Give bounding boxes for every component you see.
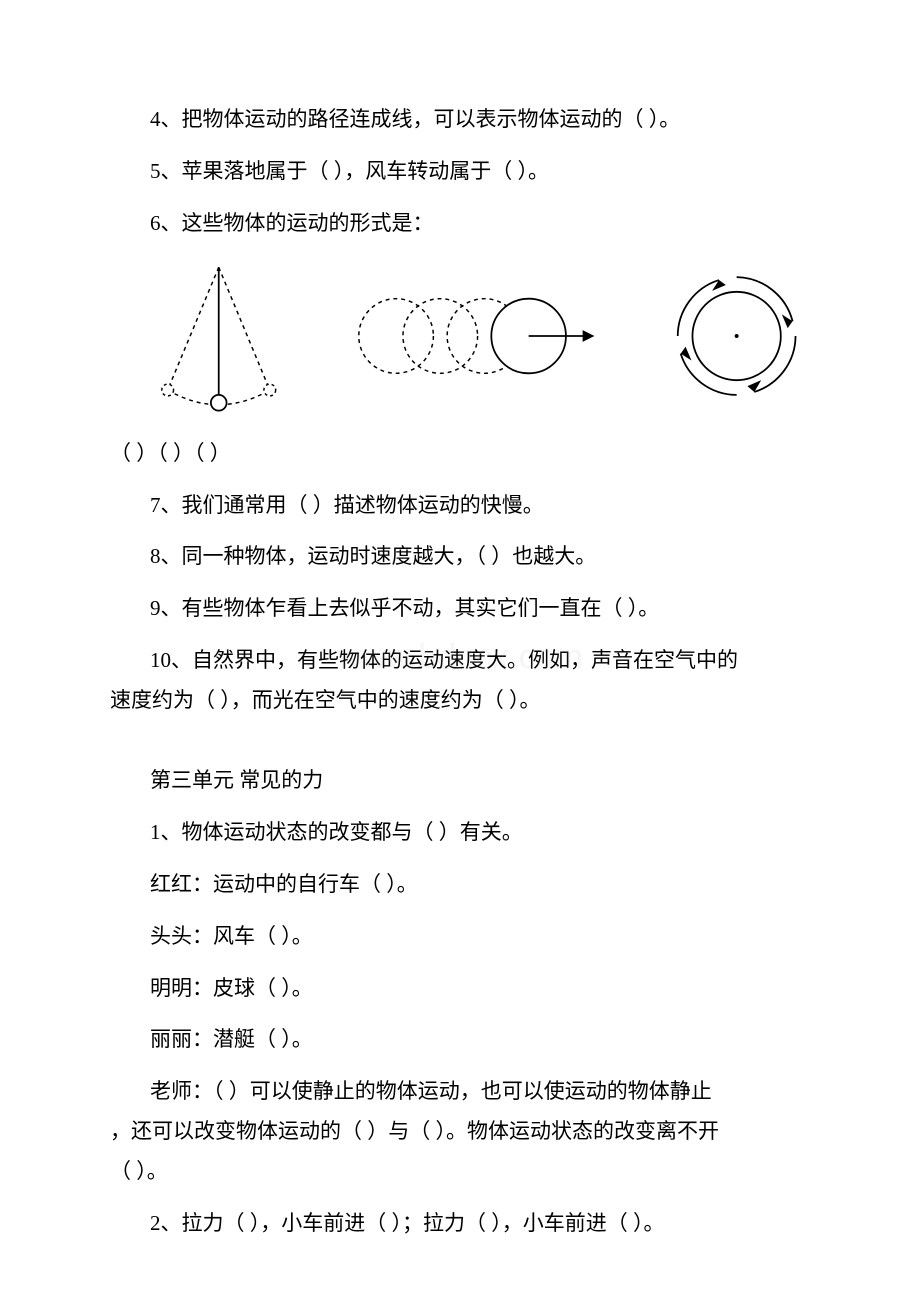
rotation-center-dot <box>734 334 738 338</box>
question-8: 8、同一种物体，运动时速度越大，（ ）也越大。 <box>150 537 810 577</box>
rolling-dash-c2 <box>403 298 478 373</box>
unit3-teacher-line1: 老师：（ ）可以使静止的物体运动，也可以使运动的物体静止 <box>150 1072 810 1112</box>
unit3-honghong: 红红：运动中的自行车（ ）。 <box>150 865 810 905</box>
question-6: 6、这些物体的运动的形式是： <box>150 204 810 244</box>
pendulum-diagram <box>150 256 287 416</box>
rotation-arc-3 <box>680 353 736 394</box>
question-4: 4、把物体运动的路径连成线，可以表示物体运动的（ ）。 <box>150 100 810 140</box>
unit3-toutou: 头头：风车（ ）。 <box>150 917 810 957</box>
pendulum-bob <box>211 395 227 411</box>
pendulum-right-bob <box>264 384 276 396</box>
unit3-lili: 丽丽：潜艇（ ）。 <box>150 1020 810 1060</box>
pendulum-right-dash <box>219 267 270 390</box>
diagram-row <box>150 256 810 416</box>
question-5: 5、苹果落地属于（ ），风车转动属于（ ）。 <box>150 152 810 192</box>
rotation-arc-1 <box>736 277 792 321</box>
rotation-diagram <box>663 261 810 411</box>
question-9: 9、有些物体乍看上去似乎不动，其实它们一直在（ ）。 <box>150 589 810 629</box>
document-page: www.bdocx.com 4、把物体运动的路径连成线，可以表示物体运动的（ ）… <box>0 0 920 1316</box>
rolling-diagram <box>347 281 602 391</box>
unit-3-title: 第三单元 常见的力 <box>150 761 810 801</box>
unit3-teacher-line2: ，还可以改变物体运动的（ ）与（ ）。物体运动状态的改变离不开 <box>110 1112 810 1152</box>
question-7: 7、我们通常用（ ）描述物体运动的快慢。 <box>150 486 810 526</box>
question-10-line1: 10、自然界中，有些物体的运动速度大。例如，声音在空气中的 <box>150 641 810 681</box>
rolling-dash-c1 <box>359 298 434 373</box>
rotation-arc-4 <box>677 280 718 336</box>
pendulum-left-dash <box>168 267 219 390</box>
rolling-arrow-head <box>583 330 595 342</box>
unit3-q1: 1、物体运动状态的改变都与（ ）有关。 <box>150 813 810 853</box>
question-6-blanks: （ ）（ ）（ ） <box>110 434 810 474</box>
question-10-line2: 速度约为（ ），而光在空气中的速度约为（ ）。 <box>110 681 810 721</box>
pendulum-left-bob <box>162 384 174 396</box>
rotation-arc-2 <box>754 336 795 392</box>
unit3-mingming: 明明：皮球（ ）。 <box>150 969 810 1009</box>
unit3-teacher-line3: （ ）。 <box>110 1152 810 1192</box>
unit3-q2: 2、拉力（ ），小车前进（ ）；拉力（ ），小车前进（ ）。 <box>150 1204 810 1244</box>
